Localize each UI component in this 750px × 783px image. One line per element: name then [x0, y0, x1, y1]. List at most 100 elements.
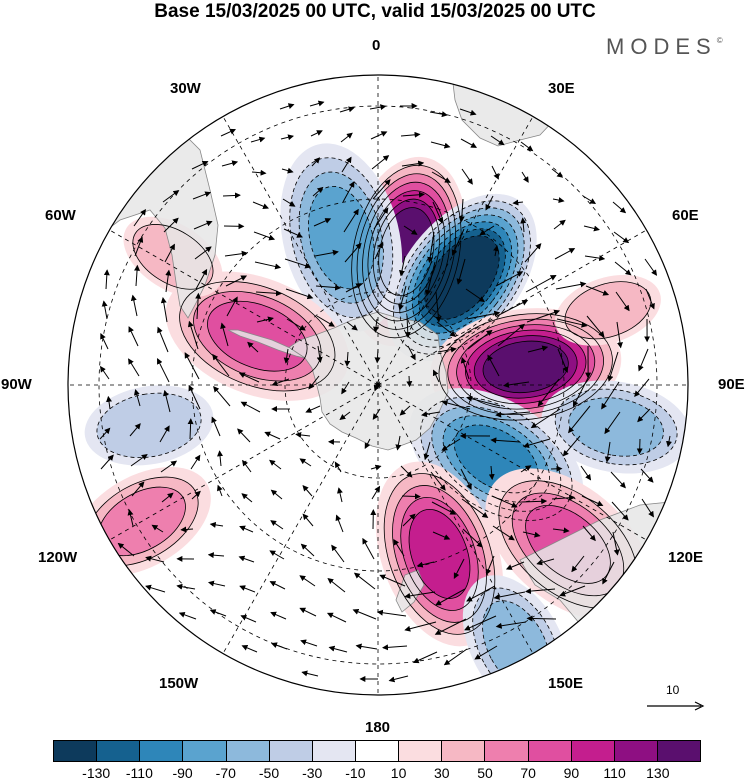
chart-title: Base 15/03/2025 00 UTC, valid 15/03/2025… — [154, 1, 596, 22]
wind-vector — [315, 284, 342, 291]
negative-anomaly — [84, 385, 214, 466]
colorbar-tick-label: 90 — [563, 765, 580, 781]
colorbar-cell — [528, 741, 572, 761]
wind-vector — [488, 465, 495, 481]
wind-vector — [331, 544, 345, 563]
wind-vector — [344, 242, 362, 263]
wind-vector — [217, 484, 223, 497]
wind-vector — [604, 411, 621, 435]
wind-vector — [312, 186, 324, 197]
wind-vector — [239, 585, 256, 593]
wind-vector — [512, 199, 524, 206]
lon-label-180: 180 — [365, 719, 391, 736]
wind-vector — [552, 527, 570, 534]
wind-vector — [335, 514, 344, 533]
wind-vector — [345, 283, 363, 293]
wind-vector — [434, 618, 467, 635]
wind-vector — [524, 243, 542, 263]
wind-vector — [145, 584, 166, 593]
wind-vector — [157, 326, 169, 353]
wind-vector — [241, 645, 258, 653]
wind-vectors — [99, 100, 672, 683]
wind-vector — [255, 290, 282, 297]
wind-vector — [371, 485, 381, 500]
wind-vector — [334, 461, 342, 473]
wind-vector — [247, 341, 259, 353]
wind-vector — [402, 191, 425, 198]
wind-vector — [505, 561, 525, 570]
wind-vector — [399, 255, 406, 277]
wind-vector — [364, 438, 371, 450]
wind-vector — [130, 454, 148, 467]
wind-vector — [491, 495, 518, 508]
wind-vector — [645, 288, 655, 310]
wind-vector — [99, 427, 111, 440]
wind-vector — [437, 346, 457, 353]
wind-vector — [551, 168, 564, 178]
wind-vector — [238, 372, 260, 383]
wind-vector — [610, 471, 626, 489]
wind-vector — [346, 321, 358, 331]
wind-vector — [217, 450, 224, 467]
wind-vector — [520, 465, 532, 473]
wind-vector — [128, 358, 140, 377]
wind-vector — [491, 165, 499, 180]
wind-vector — [487, 354, 500, 377]
colorbar-cell — [226, 741, 270, 761]
colorbar-cell — [399, 741, 443, 761]
wind-vector — [602, 561, 615, 585]
colorbar-tick-label: 10 — [390, 765, 407, 781]
wind-vector — [302, 513, 314, 527]
wind-vector — [556, 318, 588, 328]
wind-vector — [485, 555, 495, 576]
wind-vector — [283, 228, 303, 238]
wind-vector — [537, 378, 560, 407]
lon-label-30e: 30E — [548, 80, 575, 97]
wind-vector — [209, 609, 227, 617]
wind-vector — [493, 591, 526, 600]
wind-vector — [184, 352, 200, 380]
wind-vector — [337, 487, 343, 503]
wind-vector — [164, 243, 175, 263]
wind-vector — [382, 644, 408, 651]
wind-vector — [441, 438, 461, 451]
wind-vector — [305, 405, 321, 413]
wind-vector — [388, 675, 409, 683]
colorbar-cell — [571, 741, 615, 761]
wind-vector — [526, 309, 561, 323]
wind-vector — [644, 258, 658, 276]
lon-label-120w: 120W — [38, 549, 78, 566]
colorbar-cell — [442, 741, 486, 761]
wind-vector — [525, 588, 556, 595]
colorbar-tick-label: -30 — [302, 765, 323, 781]
wind-vector — [466, 585, 496, 602]
wind-vector — [339, 106, 355, 113]
wind-vector — [465, 288, 485, 303]
wind-vector — [106, 395, 112, 410]
wind-vector — [370, 464, 382, 471]
wind-vector — [585, 285, 610, 296]
wind-vector — [568, 405, 591, 434]
wind-vector — [379, 574, 406, 587]
wind-vector — [399, 405, 411, 416]
wind-vector — [340, 132, 353, 143]
wind-vector — [355, 643, 378, 650]
wind-vector — [163, 389, 171, 413]
wind-vector — [311, 157, 321, 167]
wind-vector — [145, 555, 165, 563]
wind-vector — [461, 498, 489, 518]
wind-vector — [341, 381, 350, 395]
wind-vector — [416, 561, 435, 568]
wind-vector — [523, 438, 551, 449]
wind-vector — [421, 411, 441, 418]
wind-vector — [401, 160, 425, 167]
wind-vector — [191, 490, 201, 500]
wind-vector — [553, 219, 566, 230]
colorbar-cell — [54, 741, 98, 761]
wind-vector — [460, 138, 478, 148]
wind-vector — [583, 225, 600, 232]
lon-label-60e: 60E — [672, 207, 699, 224]
wind-vector — [253, 231, 276, 241]
wind-vector — [308, 375, 320, 390]
colorbar-cell — [614, 741, 658, 761]
